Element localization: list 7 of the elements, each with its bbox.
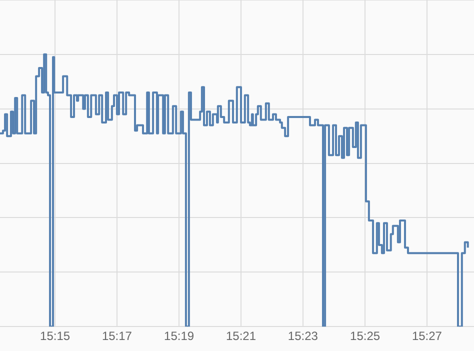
x-tick-label: 15:25 [350, 329, 380, 344]
x-tick-label: 15:21 [226, 329, 256, 344]
x-tick-label: 15:23 [288, 329, 318, 344]
x-tick-label: 15:27 [412, 329, 442, 344]
x-tick-label: 15:19 [164, 329, 194, 344]
x-tick-label: 15:15 [40, 329, 70, 344]
x-tick-label: 15:17 [102, 329, 132, 344]
